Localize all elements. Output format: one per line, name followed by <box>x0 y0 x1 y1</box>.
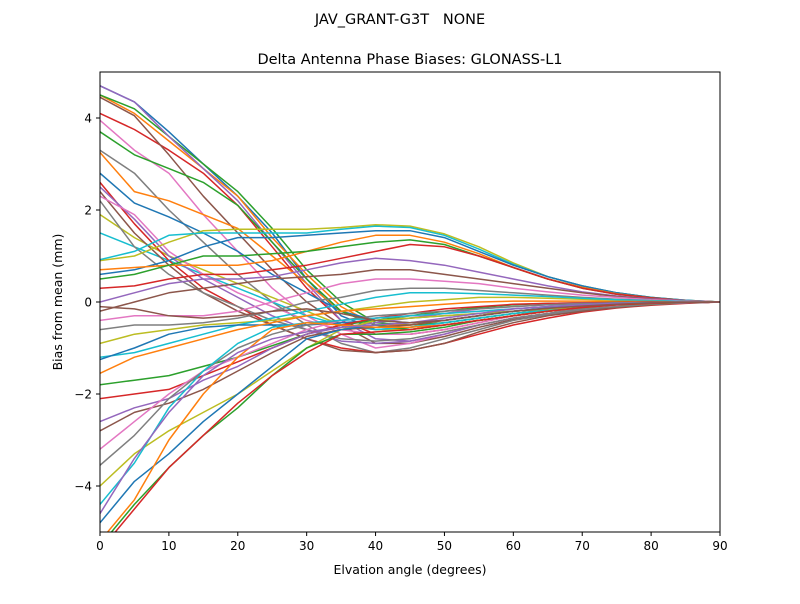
y-axis-label: Bias from mean (mm) <box>50 234 65 371</box>
x-tick-label: 80 <box>643 539 658 553</box>
series-line-41 <box>100 301 720 524</box>
series-line-26 <box>100 269 720 312</box>
series-line-24 <box>100 243 720 303</box>
series-line-20 <box>100 225 720 303</box>
y-tick-label: 4 <box>84 112 92 126</box>
series-line-35 <box>100 301 720 423</box>
figure-suptitle: JAV_GRANT-G3T NONE <box>314 12 485 28</box>
series-line-30 <box>100 292 720 358</box>
x-tick-label: 50 <box>437 539 452 553</box>
x-tick-label: 0 <box>96 539 104 553</box>
y-tick-label: −4 <box>74 480 92 494</box>
x-tick-label: 70 <box>575 539 590 553</box>
chart-title: Delta Antenna Phase Biases: GLONASS-L1 <box>257 52 562 68</box>
series-line-36 <box>100 301 720 432</box>
series-line-46 <box>100 301 720 324</box>
series-line-22 <box>100 234 720 303</box>
series-line-21 <box>100 229 720 303</box>
x-tick-label: 10 <box>161 539 176 553</box>
x-tick-label: 90 <box>712 539 727 553</box>
series-line-18 <box>100 200 720 342</box>
x-tick-label: 40 <box>368 539 383 553</box>
x-axis-label: Elvation angle (degrees) <box>333 562 486 577</box>
y-tick-label: 0 <box>84 296 92 310</box>
y-tick-label: −2 <box>74 388 92 402</box>
series-line-27 <box>100 278 720 322</box>
y-axis: −4 −2 0 2 4 <box>74 112 100 494</box>
x-tick-label: 30 <box>299 539 314 553</box>
series-lines <box>100 85 720 532</box>
x-axis: 0 10 20 30 40 50 60 70 80 90 <box>96 532 728 553</box>
y-tick-label: 2 <box>84 204 92 218</box>
series-line-32 <box>100 300 720 374</box>
x-tick-label: 20 <box>230 539 245 553</box>
x-tick-label: 60 <box>506 539 521 553</box>
series-line-42 <box>106 301 720 532</box>
series-line-19 <box>100 223 720 303</box>
